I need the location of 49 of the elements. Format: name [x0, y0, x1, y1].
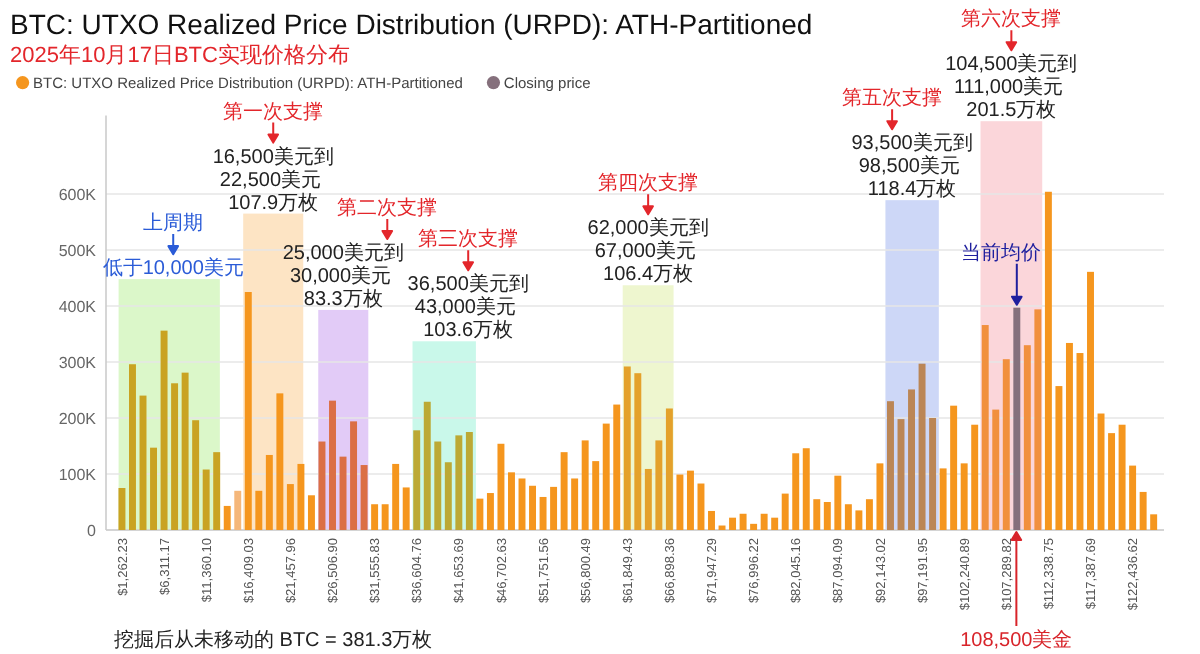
annotation: 第三次支撑 — [418, 227, 519, 252]
bar — [686, 470, 694, 530]
annotation: 16,500美元到22,500美元 107.9万枚 — [212, 144, 334, 215]
y-tick-label: 600K — [58, 185, 98, 204]
annotation: 第四次支撑 — [598, 171, 699, 196]
bar — [150, 447, 158, 530]
bar — [371, 504, 379, 530]
bar — [118, 488, 126, 530]
y-tick-label: 400K — [58, 297, 98, 316]
annotation: 108,500美金 — [960, 628, 1073, 652]
bar — [234, 490, 242, 530]
bar — [360, 465, 368, 530]
bar — [665, 408, 673, 530]
bar — [129, 364, 136, 530]
bar — [708, 510, 715, 530]
annotation: 36,500美元到43,000美元 103.6万枚 — [407, 272, 529, 343]
annotation: 第二次支撑 — [337, 195, 438, 220]
bar — [329, 400, 336, 530]
bar — [1002, 359, 1010, 530]
annotation: 104,500美元到111,000美元 201.5万枚 — [945, 52, 1078, 123]
bar — [465, 432, 473, 530]
y-tick-label: 100K — [58, 465, 98, 484]
annotation: 低于10,000美元 — [102, 256, 244, 281]
y-tick-label: 0 — [87, 521, 98, 540]
bar — [307, 495, 315, 530]
bar — [887, 401, 894, 530]
y-tick-label: 300K — [58, 353, 98, 372]
chart-title: BTC: UTXO Realized Price Distribution (URPD): ATH-Partitioned — [10, 8, 813, 40]
y-tick-label: 200K — [58, 409, 98, 428]
annotation: 62,000美元到67,000美元 106.4万枚 — [587, 216, 709, 287]
annotation: 25,000美元到30,000美元 83.3万枚 — [282, 240, 404, 311]
bar — [508, 472, 515, 530]
bar — [413, 430, 421, 530]
y-tick-label: 500K — [58, 241, 98, 260]
bar — [1087, 271, 1094, 530]
annotation: 当前均价 — [960, 240, 1041, 265]
annotation: 93,500美元到98,500美元 118.4万枚 — [851, 131, 973, 202]
bar — [529, 485, 536, 530]
chart-subtitle: 2025年10月17日BTC实现价格分布 — [10, 42, 350, 68]
bar — [476, 498, 484, 530]
annotation: 上周期 — [143, 211, 204, 236]
bar — [223, 505, 231, 530]
text: 挖掘后从未移动的 BTC = 381.3万枚 — [114, 628, 433, 652]
text: 第五次支撑 — [842, 86, 943, 111]
bar — [676, 474, 684, 530]
bar — [908, 389, 915, 530]
annotation: 第一次支撑 — [223, 99, 324, 124]
text: 第六次支撑 — [961, 7, 1062, 32]
bar — [402, 487, 410, 530]
